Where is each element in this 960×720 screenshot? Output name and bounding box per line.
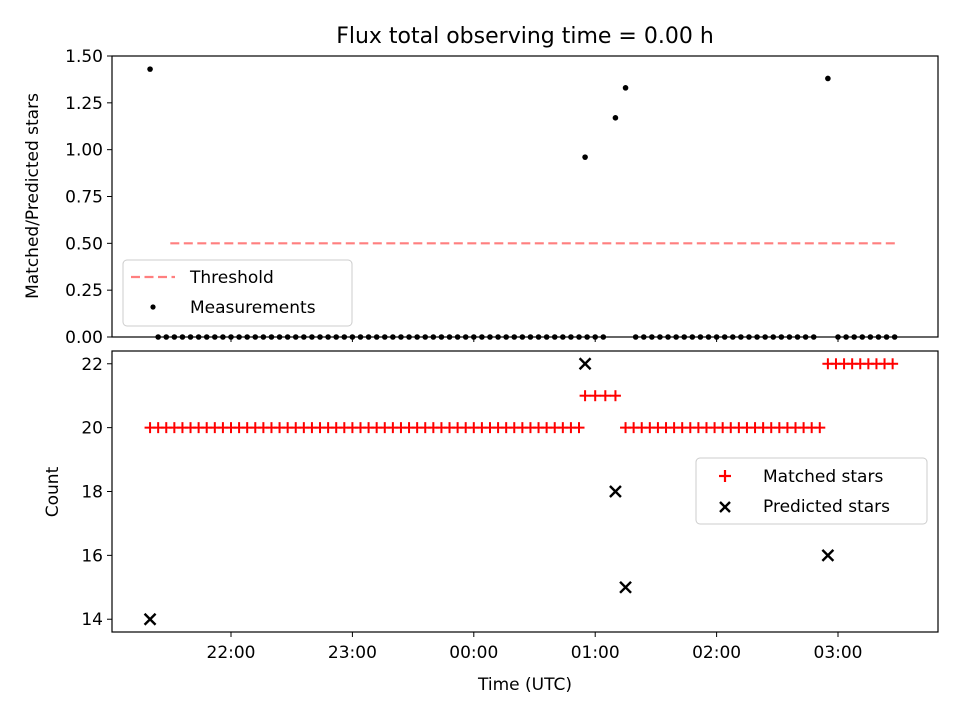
matched-star-point [573, 422, 585, 434]
y-tick-label-top: 0.50 [65, 234, 103, 254]
x-tick-label: 02:00 [692, 643, 741, 663]
y-ticks-bottom: 14 16 18 20 22 [81, 355, 112, 630]
measurement-point [825, 75, 831, 82]
matched-star-point [887, 358, 899, 370]
y-tick-label-top: 0.75 [65, 188, 103, 208]
predicted-star-point [821, 549, 835, 562]
y-ticks-top: 0.00 0.25 0.50 0.75 1.00 1.25 1.50 [65, 47, 112, 348]
y-tick-label-top: 0.25 [65, 281, 103, 301]
x-axis-label: Time (UTC) [477, 675, 572, 695]
legend-measurements-swatch [150, 304, 156, 310]
legend-top: Threshold Measurements [122, 259, 353, 327]
legend-box-top [122, 259, 353, 327]
predicted-star-point [578, 357, 592, 371]
measurement-point [622, 85, 629, 91]
measurement-point [147, 66, 153, 72]
y-tick-label-bottom: 14 [81, 610, 103, 630]
predicted-star-point [143, 612, 157, 626]
legend-threshold-label: Threshold [189, 268, 274, 288]
measurement-point [612, 115, 619, 121]
y-tick-label-bottom: 22 [81, 355, 103, 375]
predicted-star-point [619, 580, 632, 594]
y-tick-label-top: 1.50 [65, 47, 103, 67]
y-axis-label-top: Matched/Predicted stars [23, 93, 43, 299]
legend-box-bottom [695, 457, 928, 525]
matched-star-point [609, 390, 621, 402]
y-tick-label-bottom: 18 [81, 483, 103, 503]
matched-star-point [579, 390, 591, 402]
matched-star-point [589, 390, 601, 402]
legend-matched-swatch [719, 470, 731, 482]
y-axis-label-bottom: Count [43, 466, 63, 517]
x-tick-label: 23:00 [328, 643, 377, 663]
x-ticks-bottom: 22:00 23:00 00:00 01:00 02:00 03:00 [207, 632, 863, 663]
legend-predicted-label: Predicted stars [763, 497, 890, 517]
y-tick-label-top: 1.25 [65, 94, 103, 114]
matched-star-point [814, 422, 826, 434]
plot-title: Flux total observing time = 0.00 h [336, 24, 714, 49]
x-tick-label: 01:00 [571, 643, 620, 663]
y-tick-label-bottom: 16 [81, 546, 103, 566]
y-tick-label-top: 1.00 [65, 141, 103, 161]
legend-matched-label: Matched stars [763, 467, 883, 487]
legend-bottom: Matched stars Predicted stars [695, 457, 928, 525]
measurement-point [582, 154, 588, 160]
count-points [143, 357, 899, 626]
y-tick-label-top: 0.00 [65, 328, 103, 348]
x-tick-label: 03:00 [814, 643, 863, 663]
top-plot: Flux total observing time = 0.00 h Match… [23, 24, 939, 348]
predicted-star-point [609, 485, 622, 498]
bottom-plot: Count Time (UTC) 14 16 18 20 22 22:00 23:00 00… [43, 350, 939, 695]
plot-frame-top [111, 55, 939, 338]
legend-measurements-label: Measurements [190, 298, 316, 318]
plot-frame-bottom [111, 350, 939, 633]
y-tick-label-bottom: 20 [81, 419, 103, 439]
legend-predicted-swatch [719, 501, 731, 513]
x-tick-label: 22:00 [207, 643, 256, 663]
matched-star-point [599, 390, 611, 402]
x-tick-label: 00:00 [449, 643, 498, 663]
